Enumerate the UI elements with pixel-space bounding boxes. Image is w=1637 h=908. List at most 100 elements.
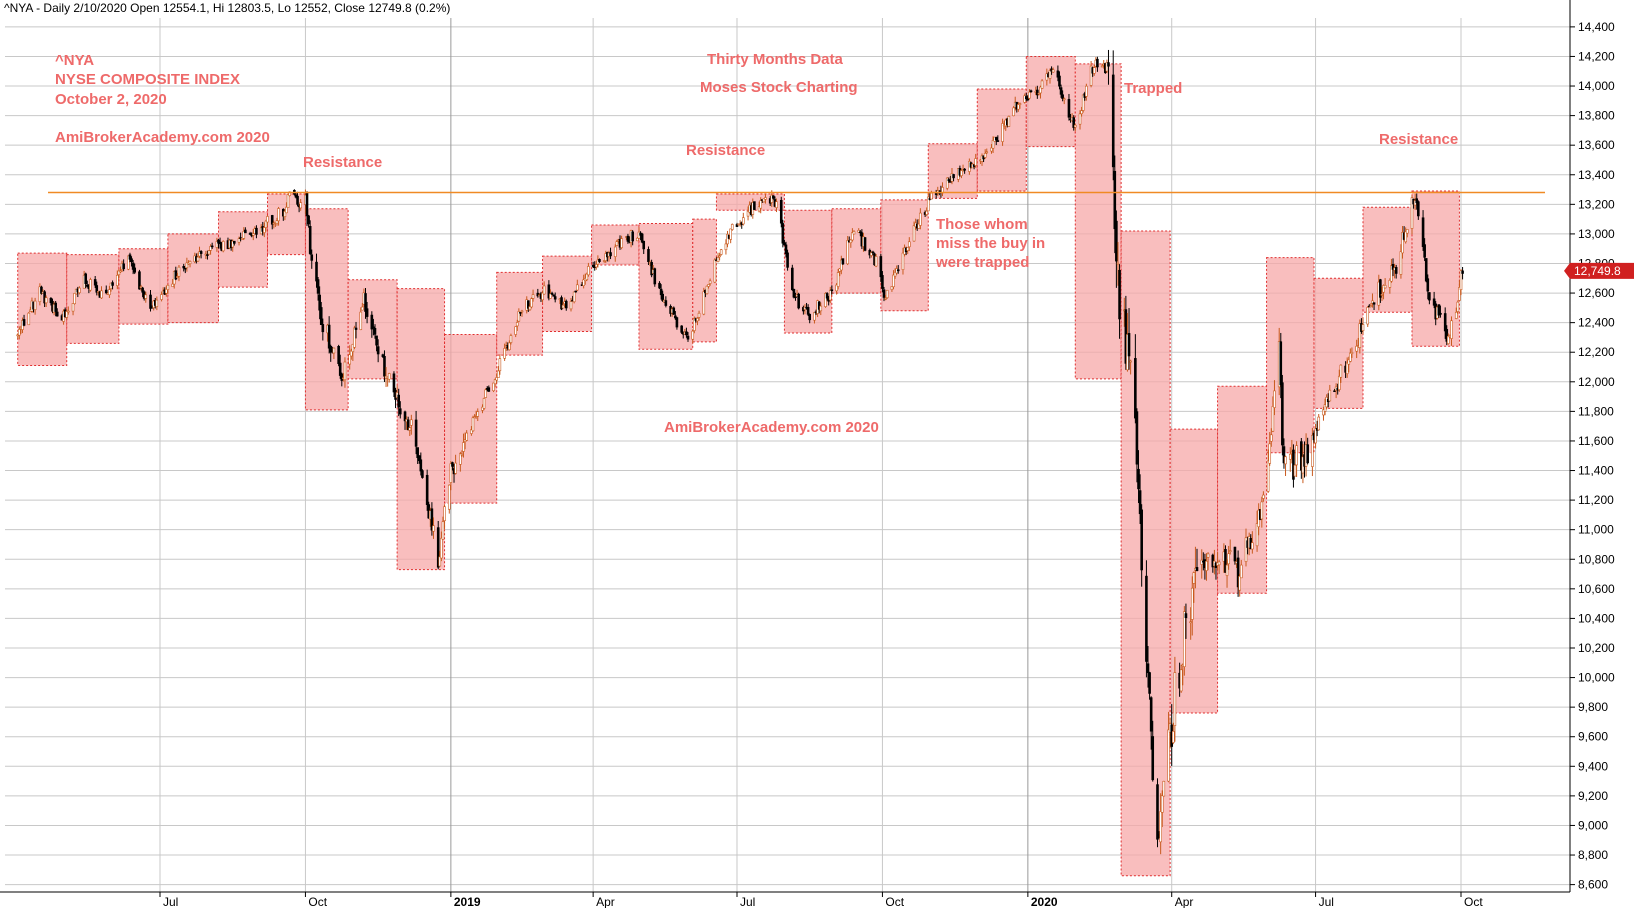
- candle-body: [1056, 70, 1060, 78]
- candle-body: [141, 287, 144, 293]
- y-tick-label: 10,800: [1578, 552, 1615, 566]
- candle-body: [1293, 464, 1297, 477]
- candle-body: [1100, 65, 1104, 68]
- candle-body: [383, 355, 386, 377]
- candle-body: [1279, 341, 1283, 386]
- y-tick-label: 14,000: [1578, 79, 1615, 93]
- candle-body: [1361, 324, 1365, 331]
- candle-body: [569, 301, 573, 310]
- candle-body: [1127, 333, 1131, 357]
- x-tick-label: Apr: [596, 895, 615, 908]
- candle-body: [1262, 494, 1265, 499]
- candle-body: [54, 302, 57, 312]
- candle-body: [95, 285, 99, 293]
- candle-body: [1012, 107, 1015, 117]
- candle-body: [133, 267, 137, 273]
- candle-body: [892, 274, 895, 288]
- candle-body: [631, 231, 634, 242]
- candle-body: [240, 237, 244, 240]
- candle-body: [1270, 434, 1273, 442]
- candle-body: [1040, 80, 1044, 89]
- candle-body: [185, 262, 189, 269]
- candle-body: [1273, 390, 1276, 408]
- candle-body: [1007, 116, 1011, 127]
- candle-body: [1039, 86, 1042, 94]
- candle-body: [874, 256, 878, 267]
- candle-body: [514, 326, 517, 335]
- range-box: [1266, 257, 1315, 454]
- candle-body: [708, 280, 712, 284]
- candle-body: [792, 288, 796, 298]
- candle-body: [131, 262, 135, 270]
- candle-body: [1337, 375, 1341, 390]
- candle-body: [67, 310, 70, 313]
- candle-body: [421, 470, 424, 478]
- candle-body: [493, 379, 497, 385]
- candle-body: [85, 284, 89, 287]
- candle-body: [496, 370, 500, 378]
- candle-body: [879, 256, 883, 278]
- range-box: [1169, 428, 1219, 714]
- candle-body: [517, 311, 521, 322]
- candle-body: [596, 259, 600, 265]
- range-box: [444, 333, 498, 504]
- candle-body: [1347, 359, 1351, 365]
- y-tick-label: 13,200: [1578, 197, 1615, 211]
- range-box: [1120, 230, 1171, 877]
- candle-body: [870, 252, 873, 256]
- y-tick-label: 10,600: [1578, 582, 1615, 596]
- site-label-center: AmiBrokerAcademy.com 2020: [664, 419, 879, 436]
- candle-body: [757, 206, 761, 212]
- candle-body: [454, 462, 457, 474]
- candle-body: [231, 240, 235, 248]
- candle-body: [1282, 446, 1286, 464]
- candle-body: [55, 311, 59, 317]
- resistance-label-2: Resistance: [686, 142, 765, 159]
- candle-body: [1129, 360, 1132, 363]
- candle-body: [817, 301, 821, 310]
- candle-body: [528, 306, 532, 311]
- candle-body: [266, 216, 269, 223]
- last-price-badge-text: 12,749.8: [1574, 264, 1621, 278]
- candle-body: [196, 256, 200, 262]
- candle-body: [459, 453, 462, 465]
- candle-body: [996, 140, 1000, 142]
- candle-body: [846, 240, 849, 265]
- candle-body: [851, 232, 854, 241]
- candle-body: [1459, 270, 1463, 290]
- y-tick-label: 9,600: [1578, 730, 1608, 744]
- candle-body: [419, 459, 423, 472]
- candle-body: [598, 259, 601, 262]
- candle-body: [541, 292, 544, 301]
- candle-body: [726, 234, 729, 245]
- candle-body: [1105, 62, 1109, 72]
- candle-body: [318, 294, 321, 311]
- candle-body: [650, 262, 653, 276]
- candle-body: [549, 293, 552, 299]
- candle-body: [1328, 389, 1332, 402]
- candle-body: [1228, 550, 1232, 552]
- x-tick-label: Oct: [1464, 895, 1483, 908]
- candle-body: [1067, 99, 1071, 118]
- candle-body: [1089, 65, 1093, 86]
- candle-body: [329, 345, 333, 353]
- candle-body: [403, 411, 407, 422]
- candle-body: [919, 212, 922, 226]
- candle-body: [863, 237, 867, 251]
- candle-body: [1018, 103, 1022, 105]
- candle-body: [340, 373, 344, 381]
- candle-body: [1410, 197, 1414, 229]
- candle-body: [713, 259, 717, 283]
- x-tick-label: Apr: [1175, 895, 1194, 908]
- candle-body: [248, 233, 252, 235]
- candle-body: [1024, 96, 1028, 100]
- candle-body: [1432, 298, 1436, 306]
- candle-body: [1339, 364, 1343, 378]
- candle-body: [270, 215, 274, 225]
- candle-body: [410, 419, 413, 426]
- candle-body: [188, 261, 192, 265]
- candle-body: [547, 284, 551, 299]
- candle-body: [1371, 300, 1374, 304]
- trapped-note-line-2: miss the buy in: [936, 235, 1045, 252]
